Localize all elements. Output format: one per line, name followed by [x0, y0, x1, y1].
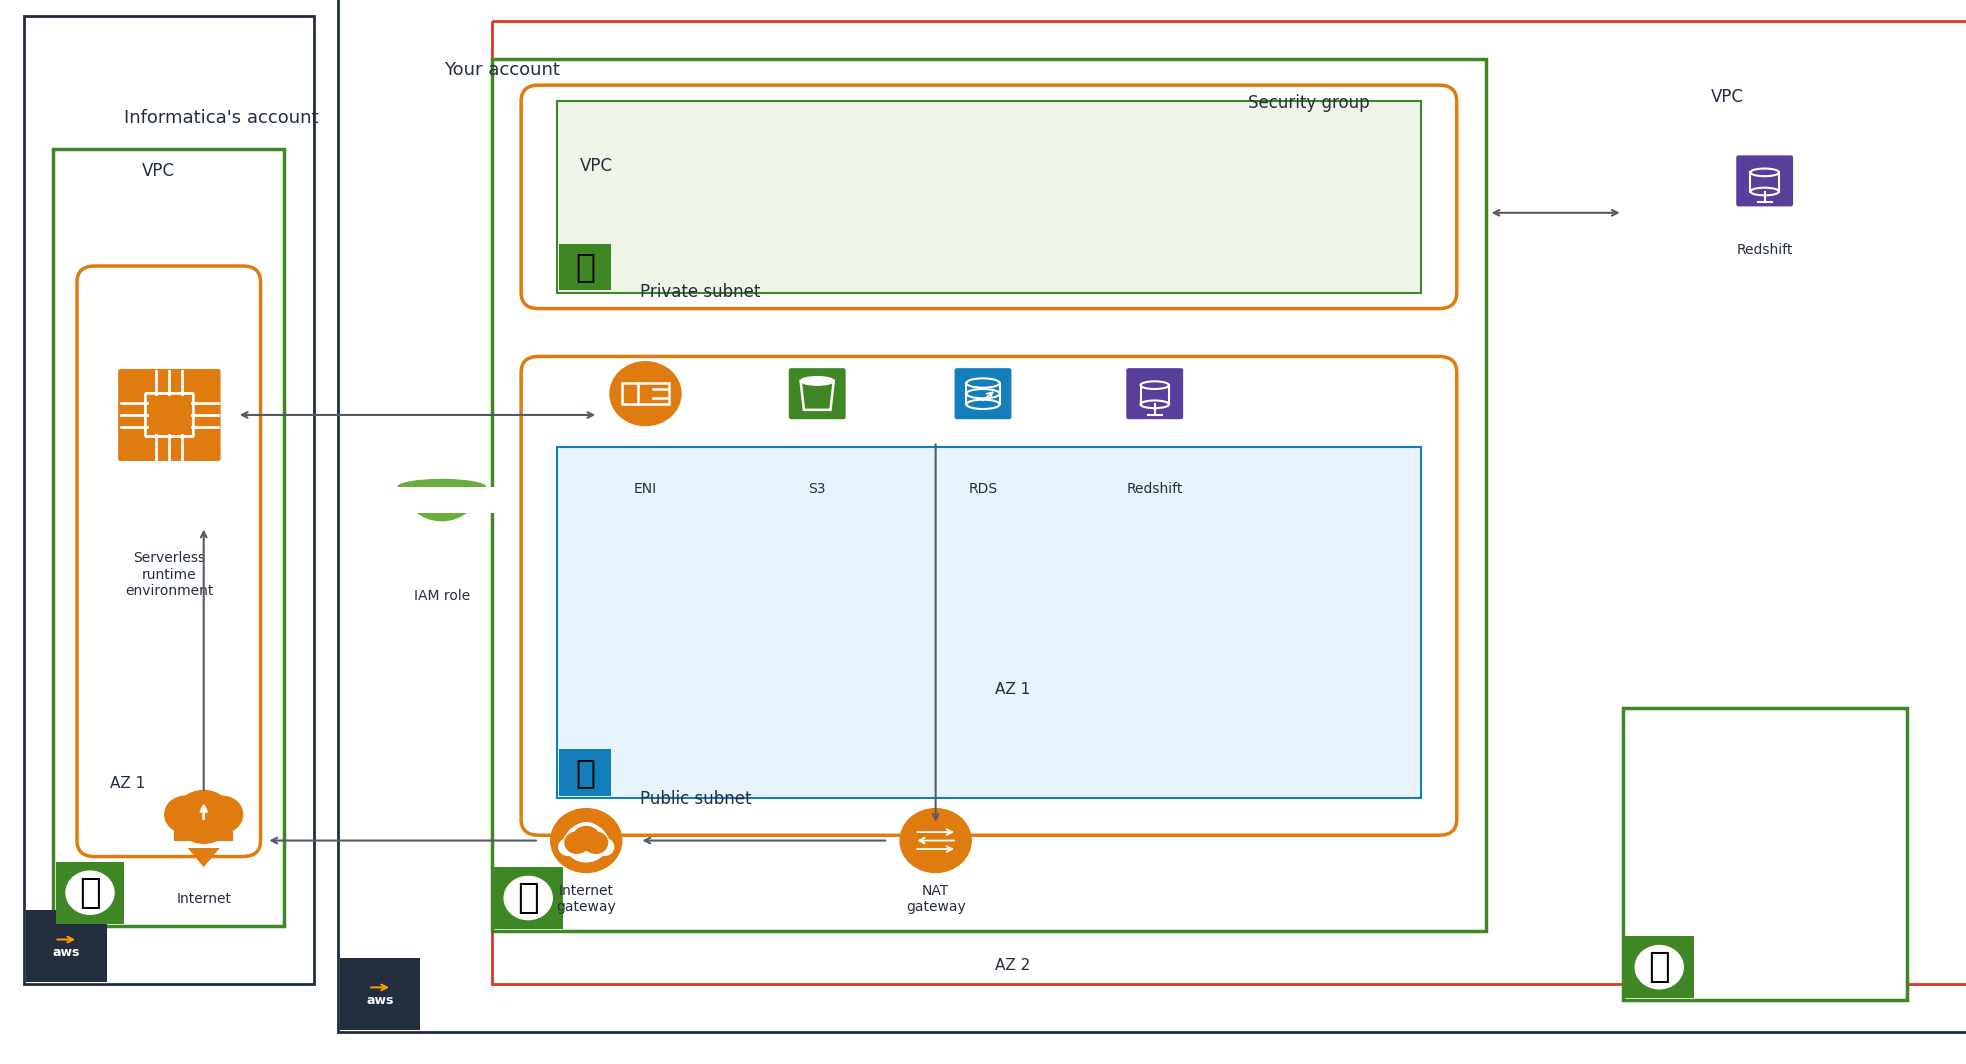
Text: IAM role: IAM role: [413, 588, 470, 603]
Bar: [556, 101, 1421, 293]
FancyBboxPatch shape: [1736, 155, 1793, 206]
Text: aws: aws: [53, 946, 81, 959]
Text: Redshift: Redshift: [1127, 482, 1184, 497]
Bar: [621, 383, 668, 404]
Bar: [558, 749, 611, 796]
Circle shape: [596, 838, 613, 855]
Text: Private subnet: Private subnet: [639, 283, 761, 300]
Bar: [493, 867, 562, 929]
FancyBboxPatch shape: [955, 368, 1011, 419]
Text: AZ 2: AZ 2: [995, 958, 1030, 972]
Text: Internet
gateway: Internet gateway: [556, 884, 615, 914]
Bar: [55, 862, 124, 924]
Circle shape: [572, 827, 600, 850]
Text: AZ 1: AZ 1: [110, 776, 145, 791]
Bar: [340, 958, 421, 1030]
Circle shape: [165, 796, 204, 833]
FancyBboxPatch shape: [788, 368, 845, 419]
Bar: [1626, 936, 1693, 998]
Text: S3: S3: [808, 482, 826, 497]
Text: VPC: VPC: [142, 163, 175, 180]
Text: NAT
gateway: NAT gateway: [906, 884, 965, 914]
Circle shape: [570, 822, 602, 850]
Circle shape: [558, 838, 578, 855]
Ellipse shape: [397, 479, 486, 495]
Circle shape: [582, 831, 609, 854]
Text: Public subnet: Public subnet: [639, 791, 751, 808]
Text: VPC: VPC: [1710, 88, 1744, 105]
Text: Informatica's account: Informatica's account: [124, 110, 318, 127]
Text: 🔒: 🔒: [576, 755, 596, 789]
Text: 🔐: 🔐: [79, 876, 100, 910]
Circle shape: [175, 791, 234, 844]
Text: ENI: ENI: [633, 482, 657, 497]
FancyBboxPatch shape: [1127, 368, 1184, 419]
Bar: [175, 825, 234, 841]
Text: AZ 1: AZ 1: [995, 682, 1030, 697]
Ellipse shape: [800, 377, 834, 385]
Text: 🔐: 🔐: [517, 881, 539, 915]
Bar: [558, 244, 611, 290]
Bar: [492, 59, 1486, 931]
Text: Internet: Internet: [177, 892, 232, 907]
Bar: [492, 21, 1966, 984]
Text: Serverless
runtime
environment: Serverless runtime environment: [126, 551, 214, 598]
Circle shape: [900, 809, 971, 872]
Text: 🔐: 🔐: [1648, 950, 1669, 984]
Circle shape: [564, 831, 590, 854]
Circle shape: [550, 809, 621, 872]
Text: Security group: Security group: [1248, 95, 1370, 112]
Text: aws: aws: [366, 994, 393, 1007]
Wedge shape: [403, 487, 480, 521]
Circle shape: [584, 832, 607, 853]
Circle shape: [609, 362, 680, 426]
Circle shape: [503, 877, 552, 919]
FancyBboxPatch shape: [118, 369, 220, 461]
Circle shape: [202, 796, 242, 833]
Bar: [53, 149, 285, 926]
Text: 🔒: 🔒: [576, 250, 596, 284]
Circle shape: [564, 832, 588, 853]
Circle shape: [564, 824, 607, 862]
Polygon shape: [187, 848, 220, 867]
Text: VPC: VPC: [580, 157, 613, 174]
Bar: [389, 487, 495, 514]
Text: RDS: RDS: [969, 482, 997, 497]
Circle shape: [1636, 946, 1683, 988]
Bar: [556, 447, 1421, 798]
Bar: [1622, 708, 1907, 1000]
Text: Redshift: Redshift: [1736, 243, 1793, 257]
Bar: [24, 16, 315, 984]
Bar: [26, 910, 106, 982]
Text: Your account: Your account: [444, 62, 560, 79]
Circle shape: [67, 871, 114, 914]
